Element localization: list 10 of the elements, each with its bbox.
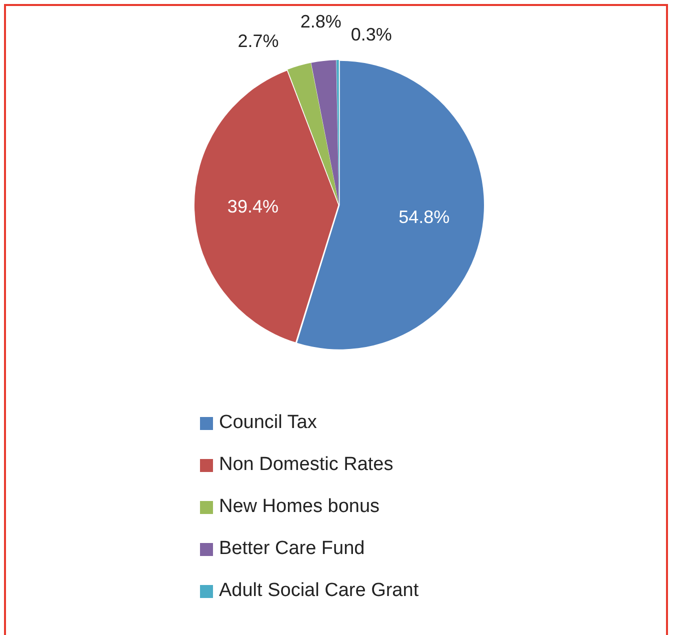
legend-label: New Homes bonus: [219, 496, 380, 518]
legend-label: Non Domestic Rates: [219, 454, 394, 476]
data-label: 0.3%: [350, 24, 392, 44]
data-label: 2.7%: [238, 31, 279, 52]
data-label: 2.8%: [300, 11, 342, 32]
legend-label: Council Tax: [219, 412, 317, 434]
data-label: 39.4%: [227, 196, 278, 217]
legend-label: Better Care Fund: [219, 538, 365, 560]
data-label: 54.8%: [398, 206, 450, 227]
legend-label: Adult Social Care Grant: [219, 580, 419, 602]
